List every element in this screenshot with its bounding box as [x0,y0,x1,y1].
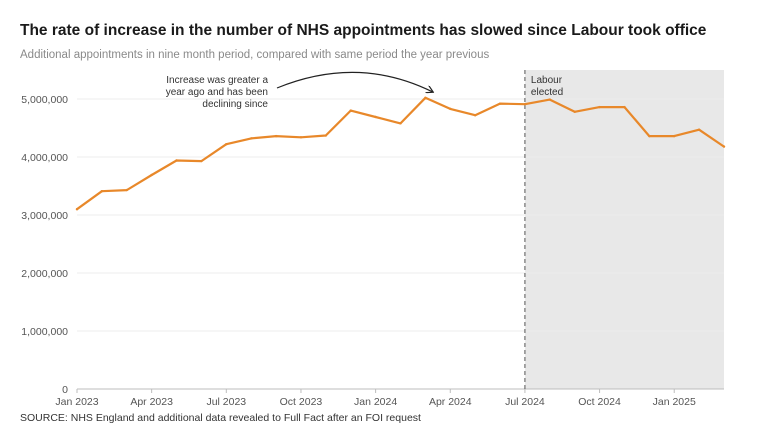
chart-subtitle: Additional appointments in nine month pe… [20,49,490,61]
labour-shaded-region [524,70,724,389]
data-point [349,109,352,112]
data-point [75,208,79,211]
y-tick-label: 1,000,000 [21,326,68,338]
x-tick-label: Jan 2024 [354,396,397,408]
data-point [125,188,128,192]
x-tick-label: Apr 2024 [429,396,472,408]
annotation-text: Increase was greater a [166,75,268,86]
data-point [473,114,477,117]
annotation-arrow [276,71,432,91]
chart-title: The rate of increase in the number of NH… [20,22,707,39]
x-tick-label: Oct 2023 [280,396,323,408]
y-tick-label: 3,000,000 [21,210,68,222]
x-tick-label: Jan 2025 [653,396,696,408]
y-tick-label: 0 [62,384,68,396]
x-tick-label: Jan 2023 [55,396,98,408]
data-point [673,134,676,138]
data-point [424,96,427,100]
data-point [498,102,502,105]
data-point [200,159,203,163]
data-point [374,115,377,119]
data-point [648,134,651,138]
x-tick-label: Jul 2023 [206,396,246,408]
data-point [598,105,601,109]
data-point [225,143,228,146]
data-point [150,173,153,177]
data-point [274,134,278,138]
y-tick-label: 5,000,000 [21,94,68,106]
data-point [324,134,328,137]
data-point [722,145,726,148]
data-point [249,137,253,140]
labour-elected-label: Labour [531,75,563,86]
data-point [623,105,626,109]
data-point [523,103,527,106]
data-point [548,98,552,101]
annotation-text: year ago and has been [166,87,268,98]
data-point [175,159,178,162]
data-point [449,107,452,111]
data-point [573,110,576,113]
y-tick-label: 2,000,000 [21,268,68,280]
annotation-text: declining since [202,99,268,110]
x-tick-label: Jul 2024 [505,396,545,408]
source-note: SOURCE: NHS England and additional data … [20,412,421,424]
x-tick-label: Oct 2024 [578,396,621,408]
data-point [299,136,303,139]
labour-elected-label: elected [531,87,563,98]
y-tick-label: 4,000,000 [21,152,68,164]
data-point [697,128,701,131]
data-point [100,190,104,193]
data-point [399,122,402,125]
x-tick-label: Apr 2023 [130,396,173,408]
